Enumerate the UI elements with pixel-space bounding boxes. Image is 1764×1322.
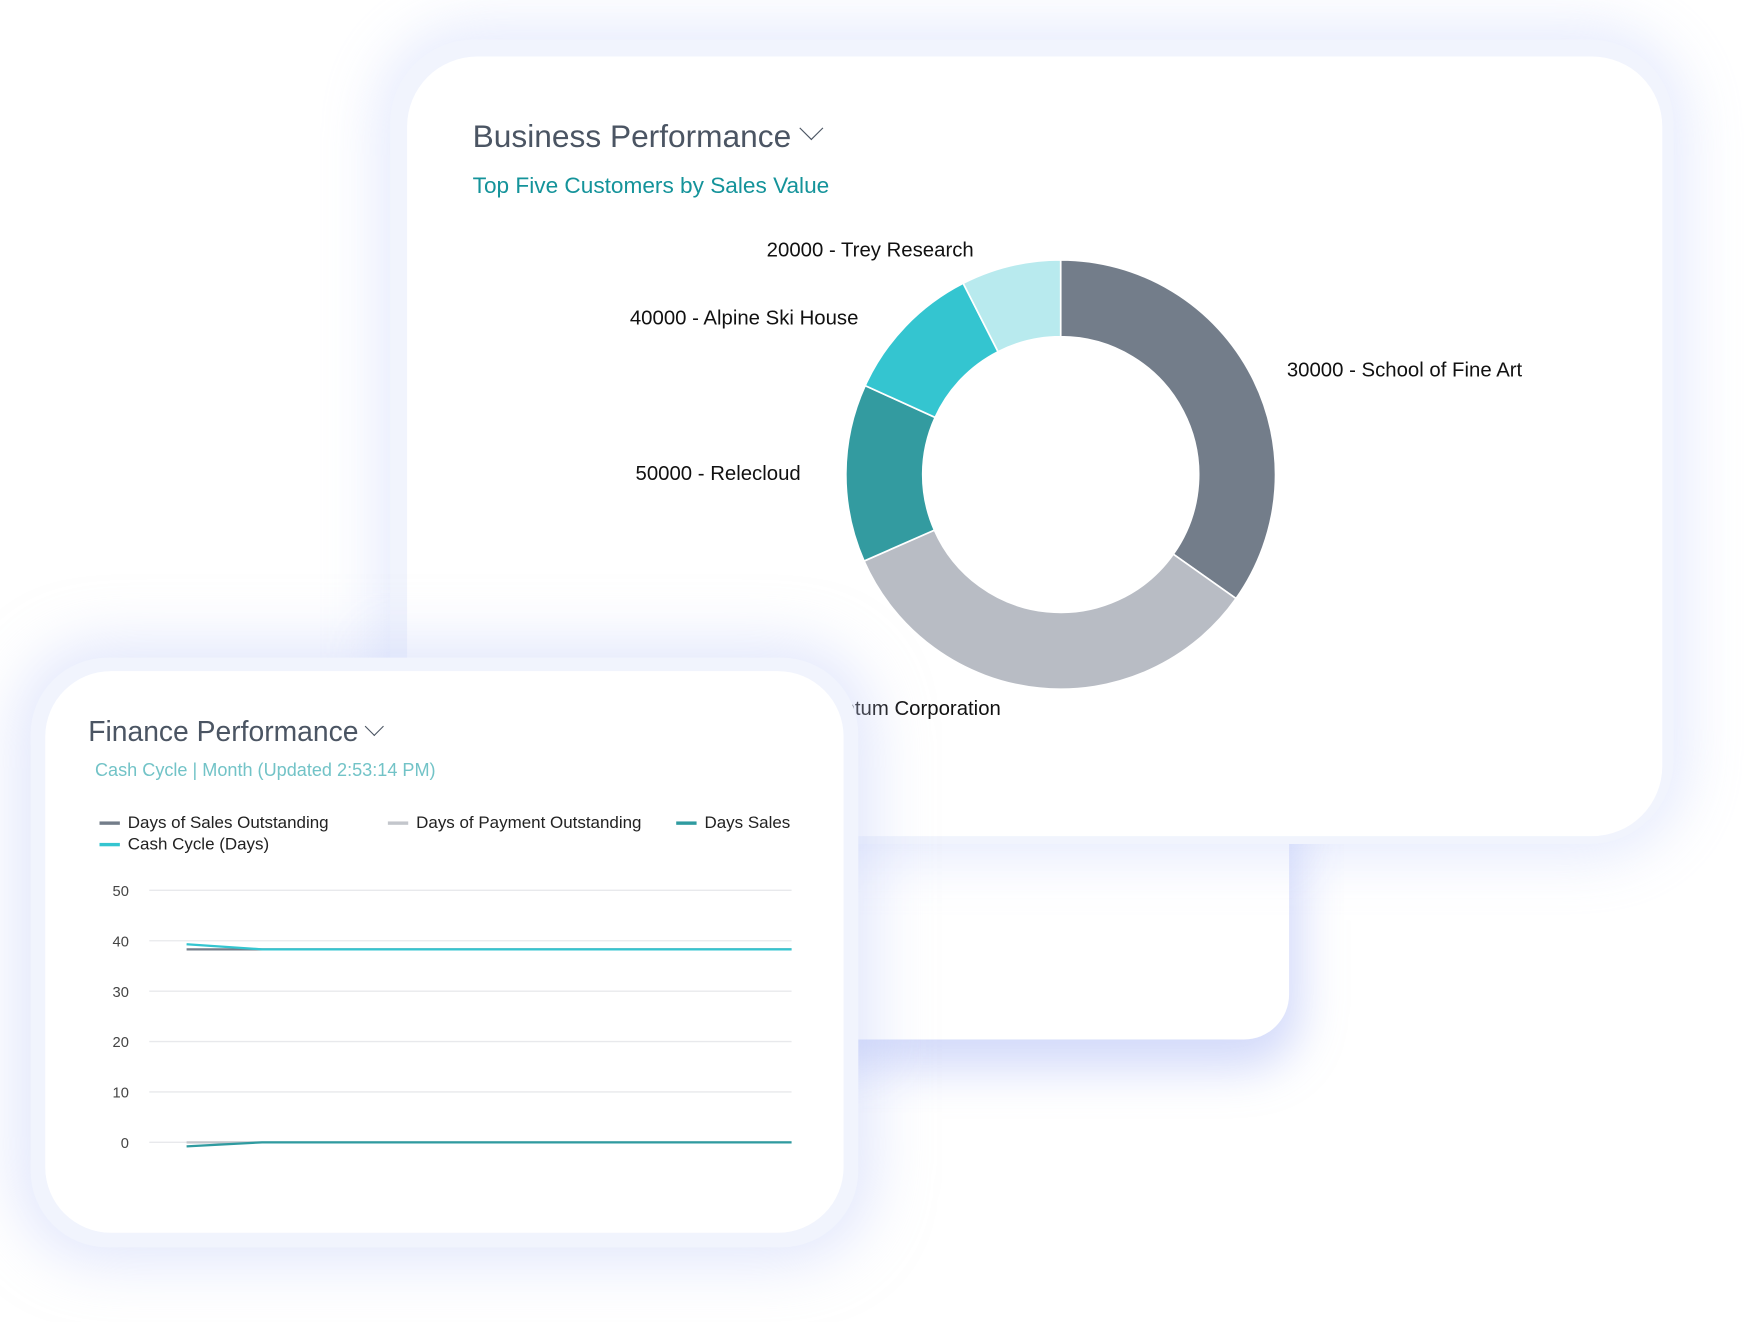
slice-label-quantum-corporation: ntum Corporation	[843, 697, 1001, 720]
series-line	[186, 943, 792, 951]
legend-label: Days of Sales Outstanding	[127, 813, 329, 833]
y-tick-label: 50	[113, 884, 129, 900]
line-chart: 50 40 30 20 10 0	[113, 884, 792, 1152]
legend-swatch	[387, 821, 409, 825]
donut-chart	[845, 259, 1277, 691]
legend-item-days-sales-outstanding[interactable]: Days of Sales Outstanding	[99, 813, 329, 833]
slice-label-trey-research: 20000 - Trey Research	[766, 238, 974, 262]
legend-label: Days Sales	[704, 813, 791, 833]
legend-item-cash-cycle[interactable]: Cash Cycle (Days)	[99, 834, 270, 855]
finance-title-button[interactable]: Finance Performance	[88, 716, 384, 749]
business-title-button[interactable]: Business Performance	[472, 116, 823, 155]
finance-performance-card: Finance Performance Cash Cycle | Month (…	[45, 671, 844, 1233]
legend-swatch	[676, 821, 697, 825]
business-title: Business Performance	[472, 118, 792, 154]
legend-label: Cash Cycle (Days)	[127, 834, 270, 855]
legend-swatch	[99, 842, 120, 847]
y-tick-label: 40	[113, 934, 129, 950]
finance-subtitle-link[interactable]: Cash Cycle | Month (Updated 2:53:14 PM)	[94, 761, 436, 781]
slice-label-school-of-fine-art: 30000 - School of Fine Art	[1286, 358, 1523, 381]
y-tick-label: 30	[113, 985, 129, 1001]
legend-swatch	[99, 821, 120, 825]
donut-slice[interactable]	[862, 528, 1238, 691]
series-line	[186, 1141, 792, 1148]
donut-slice[interactable]	[962, 259, 1062, 353]
slice-label-alpine-ski-house: 40000 - Alpine Ski House	[629, 306, 859, 329]
donut-slice[interactable]	[1059, 259, 1277, 600]
y-tick-label: 20	[113, 1035, 129, 1051]
legend-label: Days of Payment Outstanding	[416, 813, 642, 833]
legend-item-days-sales[interactable]: Days Sales	[676, 814, 790, 833]
y-tick-label: 0	[121, 1136, 129, 1152]
finance-title: Finance Performance	[88, 716, 359, 748]
legend-item-days-payment-outstanding[interactable]: Days of Payment Outstanding	[387, 813, 642, 833]
y-tick-label: 10	[113, 1086, 129, 1102]
business-subtitle-link[interactable]: Top Five Customers by Sales Value	[472, 174, 830, 199]
slice-label-relecloud: 50000 - Relecloud	[635, 462, 801, 485]
